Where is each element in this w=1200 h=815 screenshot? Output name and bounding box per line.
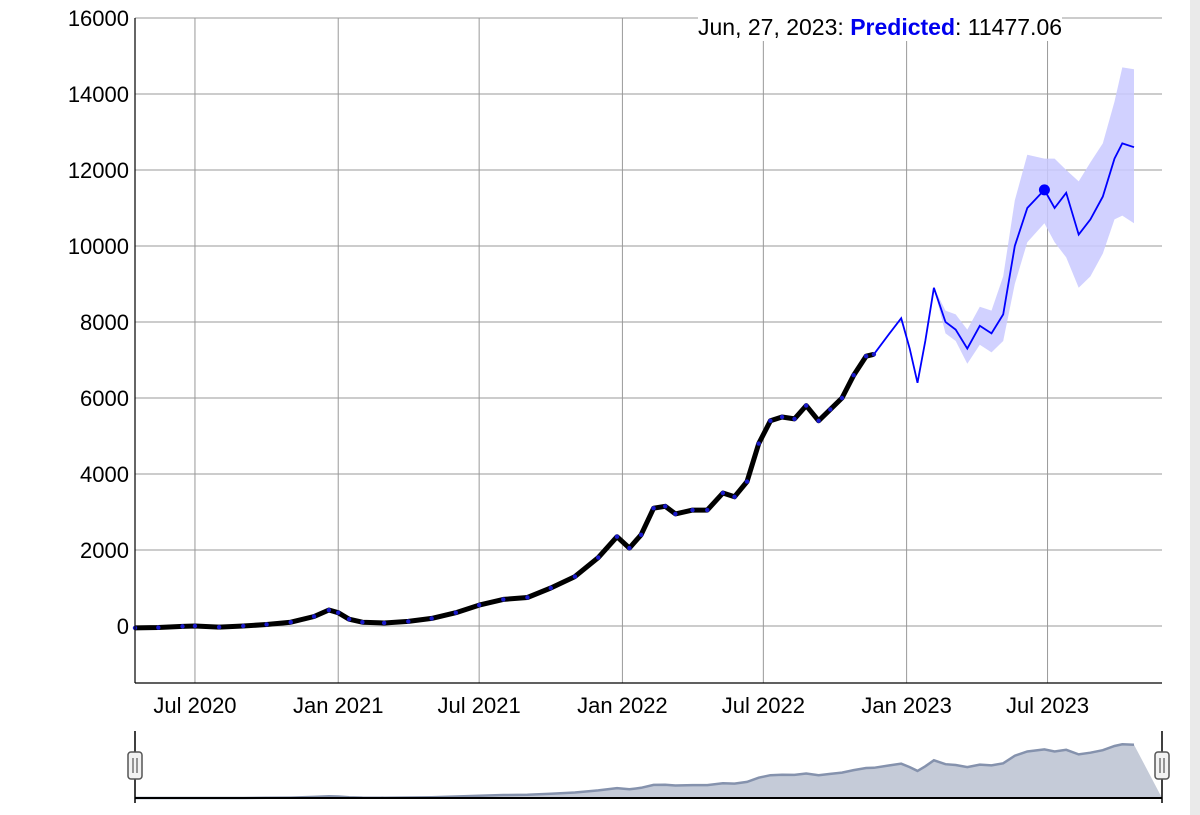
- observed-point: [548, 585, 553, 591]
- observed-point: [288, 620, 293, 625]
- observed-point: [326, 607, 332, 613]
- observed-point: [638, 532, 644, 537]
- navigator-right-handle[interactable]: [1154, 731, 1170, 803]
- observed-point: [264, 622, 269, 627]
- observed-point: [839, 395, 845, 401]
- observed-point: [627, 545, 632, 551]
- highlight-point[interactable]: [1038, 184, 1050, 196]
- observed-point: [429, 616, 434, 621]
- navigator-area: [135, 744, 1162, 798]
- observed-point: [673, 511, 678, 517]
- y-tick-label: 8000: [80, 310, 129, 335]
- y-tick-label: 14000: [68, 82, 129, 107]
- observed-point: [863, 354, 869, 359]
- x-tick-label: Jan 2022: [577, 693, 668, 718]
- observed-point: [406, 619, 411, 624]
- handle-grip[interactable]: [1154, 751, 1170, 780]
- observed-point: [360, 620, 365, 625]
- observed-point: [792, 416, 797, 422]
- observed-point: [336, 610, 341, 615]
- navigator-left-handle[interactable]: [127, 731, 143, 803]
- prediction-interval-band: [873, 67, 1134, 383]
- observed-point: [241, 623, 246, 629]
- observed-point: [614, 534, 620, 539]
- observed-point: [779, 414, 785, 420]
- observed-point: [651, 506, 656, 511]
- observed-point: [453, 610, 458, 615]
- observed-point: [744, 479, 750, 484]
- observed-point: [192, 623, 198, 629]
- scrollbar-edge: [1190, 0, 1200, 815]
- observed-point: [180, 624, 185, 629]
- observed-point: [705, 507, 710, 513]
- observed-point: [732, 494, 737, 499]
- hover-date: Jun, 27, 2023: [698, 14, 838, 40]
- range-navigator[interactable]: [127, 731, 1170, 803]
- x-tick-label: Jul 2020: [153, 693, 236, 718]
- x-tick-label: Jul 2021: [438, 693, 521, 718]
- observed-point: [572, 574, 578, 579]
- observed-point: [381, 620, 387, 626]
- y-tick-label: 6000: [80, 386, 129, 411]
- observed-point: [596, 555, 601, 560]
- observed-point: [690, 507, 695, 513]
- handle-grip[interactable]: [127, 751, 143, 780]
- hover-series-name: Predicted: [850, 14, 956, 40]
- observed-point: [828, 407, 833, 412]
- observed-point: [216, 624, 222, 630]
- y-tick-label: 10000: [68, 234, 129, 259]
- observed-point: [311, 614, 317, 619]
- grid-lines: [135, 17, 1162, 683]
- tick-labels: 0 2000 4000 6000 8000 10000 12000 14000 16000 Jul…: [68, 6, 1089, 718]
- series-lines: [132, 142, 1135, 631]
- interval-band-area: [873, 67, 1134, 383]
- observed-point: [756, 441, 761, 446]
- y-tick-label: 2000: [80, 538, 129, 563]
- observed-point: [720, 490, 726, 496]
- observed-point: [768, 418, 773, 423]
- observed-point: [501, 597, 506, 602]
- y-tick-label: 12000: [68, 158, 129, 183]
- x-tick-label: Jul 2022: [722, 693, 805, 718]
- hover-value: 11477.06: [967, 14, 1063, 40]
- observed-point: [663, 504, 668, 509]
- y-tick-label: 4000: [80, 462, 129, 487]
- hover-legend: Jun, 27, 2023: Predicted: 11477.06: [698, 14, 1063, 41]
- axes: [134, 18, 1162, 684]
- observed-point: [525, 595, 530, 600]
- observed-point: [871, 352, 877, 357]
- x-tick-label: Jan 2023: [861, 693, 952, 718]
- observed-point: [816, 418, 821, 423]
- x-tick-label: Jan 2021: [293, 693, 384, 718]
- predicted-line: [873, 142, 1135, 384]
- observed-point: [803, 403, 809, 408]
- y-tick-label: 0: [117, 614, 129, 639]
- y-tick-label: 16000: [68, 6, 129, 31]
- observed-point: [851, 373, 856, 378]
- observed-point: [156, 625, 161, 630]
- observed-point: [476, 602, 482, 608]
- x-tick-label: Jul 2023: [1006, 693, 1089, 718]
- observed-point: [346, 616, 352, 622]
